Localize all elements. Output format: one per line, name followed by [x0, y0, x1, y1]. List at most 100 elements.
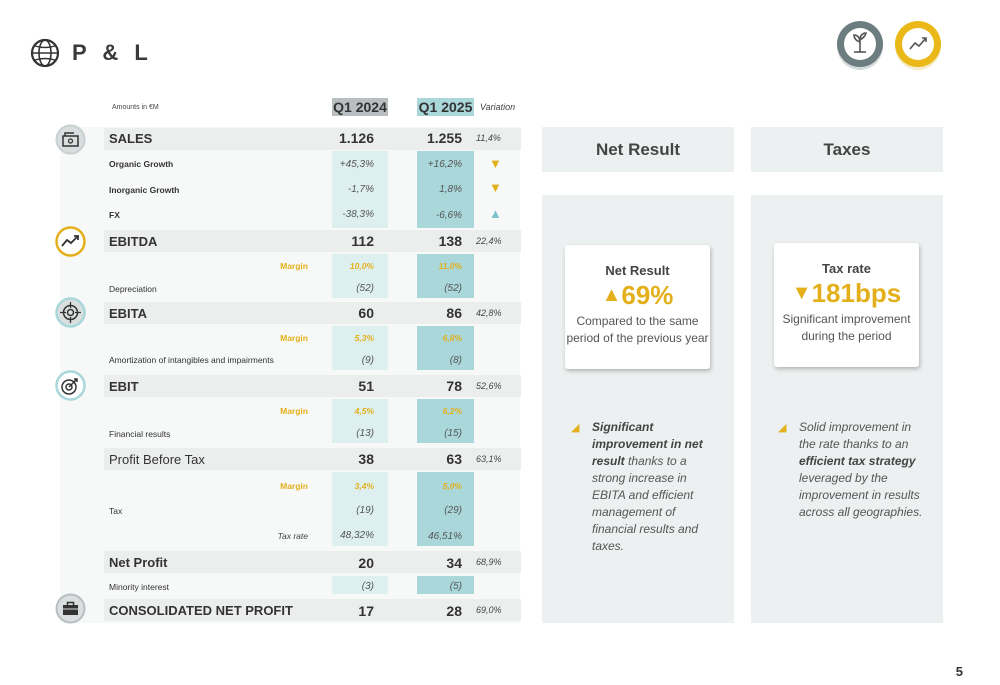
- inorganic-growth-q25: 1,8%: [439, 184, 462, 195]
- taxes-note: Solid improvement in the rate thanks to …: [799, 419, 924, 521]
- inorganic-growth-q24: -1,7%: [347, 184, 374, 195]
- row-band: [104, 599, 521, 621]
- ebitda-variation: 22,4%: [476, 236, 502, 246]
- pbt-margin-label: Margin: [280, 481, 308, 491]
- globe-icon: [30, 38, 60, 68]
- q25-column-bg: [417, 472, 474, 546]
- ebita-margin-label: Margin: [280, 333, 308, 343]
- net-profit-label: Net Profit: [109, 555, 168, 570]
- net-profit-variation: 68,9%: [476, 557, 502, 567]
- ebit-label: EBIT: [109, 379, 139, 394]
- pbt-margin-q25: 5,0%: [442, 481, 462, 491]
- row-band: [104, 128, 521, 150]
- q24-column-bg: [332, 472, 388, 546]
- ebita-q24: 60: [358, 305, 374, 321]
- profit-before-tax-q24: 38: [358, 451, 374, 467]
- ebita-margin-q24: 5,3%: [354, 333, 374, 343]
- financial-results-q24: (13): [356, 428, 374, 439]
- ebitda-margin-q25: 11,0%: [438, 261, 462, 271]
- ebitda-q24: 112: [351, 233, 374, 249]
- inorganic-growth-label: Inorganic Growth: [109, 185, 180, 195]
- net-result-card-title: Net Result: [605, 263, 670, 278]
- q25-column-bg: [417, 254, 474, 298]
- depreciation-q25: (52): [444, 283, 462, 294]
- briefcase-icon: [55, 593, 86, 624]
- minority-interest-q25: (5): [449, 581, 462, 592]
- amortization-label: Amortization of intangibles and impairme…: [109, 355, 274, 365]
- ebit-q24: 51: [358, 378, 374, 394]
- tax-label: Tax: [109, 506, 123, 516]
- column-header-q1-2025: Q1 2025: [417, 98, 474, 116]
- row-band: [104, 448, 521, 470]
- net-result-value: 69%: [621, 280, 674, 310]
- column-header-variation: Variation: [480, 102, 516, 112]
- net-result-card: Net Result ▲69% Compared to the same per…: [565, 245, 710, 369]
- column-header-q1-2024: Q1 2024: [332, 98, 388, 116]
- q24-column-bg: [332, 254, 388, 298]
- net-result-subtitle: Compared to the same period of the previ…: [566, 314, 709, 345]
- q25-column-bg: [417, 326, 474, 370]
- ebit-q25: 78: [446, 378, 462, 394]
- organic-growth-label: Organic Growth: [109, 159, 174, 169]
- taxes-note-bold: efficient tax strategy: [799, 454, 916, 468]
- q25-column-bg: [417, 399, 474, 443]
- ebitda-margin-q24: 10,0%: [349, 261, 374, 271]
- amortization-q25: (8): [449, 355, 462, 366]
- minority-interest-q24: (3): [361, 581, 374, 592]
- profit-before-tax-label: Profit Before Tax: [109, 452, 205, 467]
- sales-label: SALES: [109, 131, 153, 146]
- fx-label: FX: [109, 210, 120, 220]
- q24-column-bg: [332, 151, 388, 228]
- ebit-margin-q24: 4,5%: [354, 406, 374, 416]
- cash-register-icon: [55, 124, 86, 155]
- down-arrow-icon: ▼: [489, 180, 502, 195]
- organic-growth-q25: +16,2%: [427, 159, 462, 170]
- net-profit-q25: 34: [446, 555, 462, 571]
- ebita-q25: 86: [446, 305, 462, 321]
- tax-q25: (29): [444, 505, 462, 516]
- financial-results-q25: (15): [444, 428, 462, 439]
- profit-before-tax-q25: 63: [446, 451, 462, 467]
- tax-rate-card: Tax rate ▼181bps Significant improvement…: [774, 243, 919, 367]
- plant-logo-icon: [837, 21, 883, 70]
- ebita-margin-q25: 6,8%: [442, 333, 462, 343]
- bullseye-arrow-icon: [55, 370, 86, 401]
- ebit-margin-label: Margin: [280, 406, 308, 416]
- row-band: [104, 302, 521, 324]
- q24-column-bg: [332, 576, 388, 594]
- up-arrow-icon: ▲: [489, 206, 502, 221]
- q25-column-bg: [417, 151, 474, 228]
- growth-logo-icon: [895, 21, 941, 70]
- bullet-triangle-icon: ◢: [571, 422, 580, 434]
- tax-q24: (19): [356, 505, 374, 516]
- ebita-label: EBITA: [109, 306, 148, 321]
- net-result-note: Significant improvement in net result th…: [592, 419, 717, 555]
- taxes-note-text: Solid improvement in the rate thanks to …: [799, 420, 912, 451]
- fx-q25: -6,6%: [435, 210, 462, 221]
- net-result-value-line: ▲69%: [565, 280, 710, 311]
- minority-interest-label: Minority interest: [109, 582, 169, 592]
- financial-results-label: Financial results: [109, 429, 171, 439]
- q24-column-bg: [332, 399, 388, 443]
- ebit-variation: 52,6%: [476, 381, 502, 391]
- down-arrow-icon: ▼: [791, 282, 812, 304]
- net-profit-q24: 20: [358, 555, 374, 571]
- depreciation-q24: (52): [356, 283, 374, 294]
- ebitda-q25: 138: [438, 233, 462, 249]
- tax-rate-value-line: ▼181bps: [774, 278, 919, 309]
- amounts-note: Amounts in €M: [112, 104, 159, 111]
- down-arrow-icon: ▼: [489, 156, 502, 171]
- taxes-note-text-rest: leveraged by the improvement in results …: [799, 471, 923, 519]
- q24-column-bg: [332, 326, 388, 370]
- fx-q24: -38,3%: [342, 209, 374, 220]
- tax-rate-value: 181bps: [811, 278, 902, 308]
- tax-rate-q25: 46,51%: [428, 531, 462, 542]
- depreciation-label: Depreciation: [109, 284, 157, 294]
- row-band: [104, 230, 521, 252]
- consolidated-net-profit-label: CONSOLIDATED NET PROFIT: [109, 603, 293, 618]
- consolidated-net-profit-variation: 69,0%: [476, 605, 502, 615]
- taxes-header: Taxes: [751, 127, 943, 172]
- ebit-margin-q25: 6,2%: [442, 406, 462, 416]
- page-title: P & L: [72, 40, 153, 65]
- organic-growth-q24: +45,3%: [339, 159, 374, 170]
